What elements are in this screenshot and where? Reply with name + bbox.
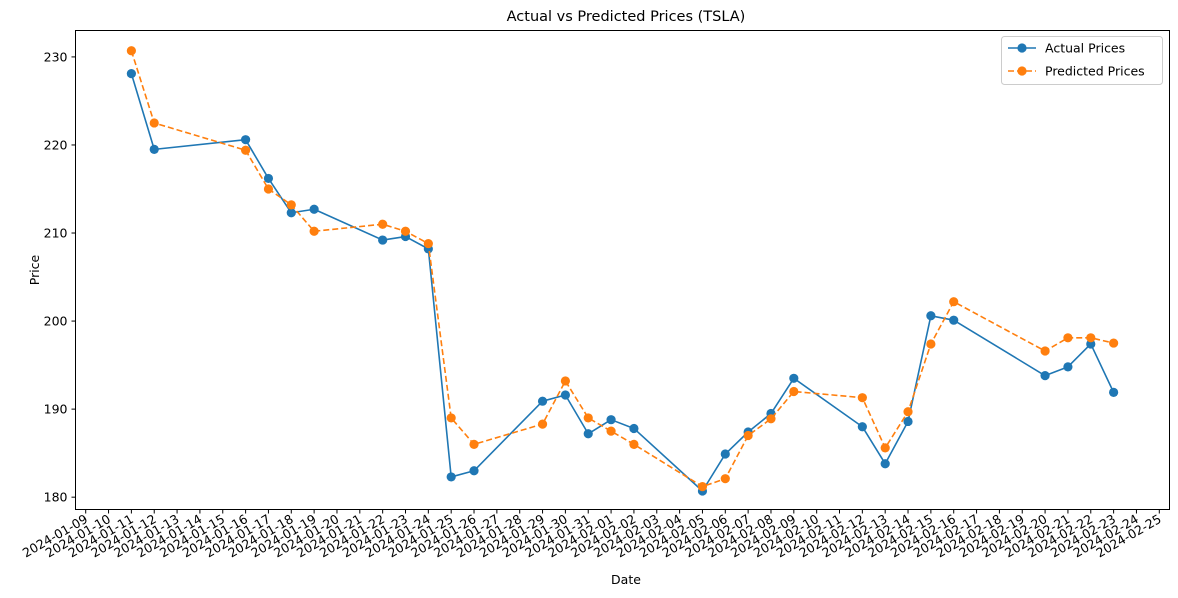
- data-point-series-0: [949, 315, 959, 325]
- data-point-series-1: [1109, 338, 1119, 348]
- data-point-series-1: [880, 443, 890, 453]
- data-point-series-1: [583, 413, 593, 423]
- data-point-series-0: [286, 208, 296, 218]
- data-point-series-1: [606, 426, 616, 436]
- data-point-series-0: [926, 311, 936, 321]
- data-point-series-1: [949, 297, 959, 307]
- y-tick-label: 210: [44, 226, 68, 241]
- data-point-series-0: [309, 204, 319, 214]
- data-point-series-0: [720, 449, 730, 459]
- data-point-series-1: [789, 386, 799, 397]
- data-point-series-0: [126, 69, 136, 79]
- data-point-series-0: [1040, 371, 1050, 381]
- legend-marker-0: [1017, 43, 1027, 53]
- y-tick-label: 230: [44, 49, 68, 64]
- data-point-series-1: [743, 430, 753, 441]
- data-point-series-0: [857, 422, 867, 432]
- data-point-series-0: [789, 373, 799, 383]
- data-point-series-0: [149, 144, 159, 154]
- data-point-series-1: [857, 393, 867, 403]
- data-point-series-1: [697, 482, 708, 492]
- y-tick-label: 180: [44, 490, 68, 505]
- data-point-series-1: [629, 439, 639, 449]
- plot-frame: [75, 30, 1170, 510]
- data-point-series-0: [1063, 362, 1073, 372]
- data-point-series-1: [1086, 333, 1096, 343]
- legend-marker-1: [1017, 66, 1027, 76]
- data-point-series-0: [629, 423, 639, 434]
- data-point-series-0: [469, 466, 479, 476]
- data-point-series-1: [537, 419, 548, 429]
- data-point-series-1: [423, 238, 433, 249]
- legend: Actual Prices Predicted Prices: [1001, 36, 1163, 85]
- legend-label-0: Actual Prices: [1045, 41, 1125, 56]
- y-axis-label: Price: [27, 254, 42, 285]
- data-point-series-0: [537, 396, 548, 406]
- legend-box: [1001, 36, 1163, 85]
- data-point-series-1: [1063, 333, 1073, 343]
- x-axis-label: Date: [611, 572, 641, 587]
- data-point-series-0: [583, 429, 593, 439]
- data-point-series-1: [903, 407, 913, 417]
- data-point-series-1: [560, 376, 570, 386]
- y-tick-label: 200: [44, 314, 68, 329]
- data-point-series-0: [903, 416, 913, 427]
- data-point-series-0: [240, 135, 251, 145]
- data-point-series-0: [1109, 387, 1119, 397]
- series-line-0: [130, 73, 1115, 492]
- data-point-series-1: [926, 339, 936, 349]
- data-point-series-1: [766, 414, 776, 424]
- y-tick-label: 220: [44, 137, 68, 152]
- data-point-series-0: [880, 459, 890, 469]
- data-point-series-1: [720, 474, 730, 484]
- data-point-series-1: [378, 219, 388, 229]
- data-point-series-1: [286, 200, 296, 210]
- data-point-series-1: [263, 184, 274, 194]
- data-point-series-1: [469, 439, 479, 449]
- data-point-series-0: [560, 390, 570, 400]
- data-point-series-1: [1040, 346, 1050, 356]
- x-axis: 2024-01-092024-01-102024-01-112024-01-12…: [20, 509, 1164, 560]
- y-tick-label: 190: [44, 402, 68, 417]
- data-point-series-0: [446, 472, 456, 482]
- data-point-series-0: [263, 173, 274, 184]
- legend-label-1: Predicted Prices: [1045, 64, 1145, 79]
- chart-title: Actual vs Predicted Prices (TSLA): [507, 9, 746, 25]
- data-point-series-0: [378, 235, 388, 245]
- data-point-series-1: [149, 118, 159, 128]
- data-point-series-1: [400, 226, 411, 236]
- series-line-1: [130, 50, 1114, 488]
- y-axis: 180 190 200 210 220 230: [44, 49, 76, 505]
- data-point-series-1: [446, 413, 456, 423]
- series-layer: [126, 46, 1119, 496]
- data-point-series-1: [126, 46, 136, 56]
- data-point-series-0: [606, 415, 616, 425]
- data-point-series-1: [309, 226, 319, 236]
- data-point-series-1: [240, 145, 251, 155]
